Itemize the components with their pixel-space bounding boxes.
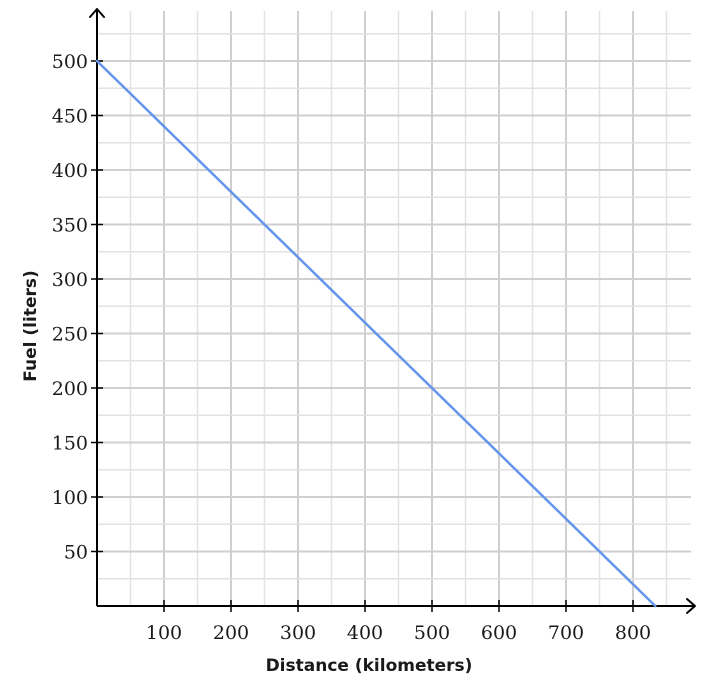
y-axis-title: Fuel (liters) — [21, 270, 41, 382]
series-line — [95, 59, 657, 608]
grid — [97, 11, 691, 606]
y-tick-label: 50 — [64, 542, 88, 564]
x-axis-title: Distance (kilometers) — [266, 656, 473, 676]
y-tick-label: 200 — [52, 378, 88, 400]
series — [95, 59, 657, 608]
x-tick-label: 500 — [414, 622, 450, 644]
x-tick-label: 100 — [146, 622, 182, 644]
axes — [89, 8, 696, 614]
x-tick-label: 700 — [548, 622, 584, 644]
y-tick-label: 300 — [52, 269, 88, 291]
y-tick-label: 450 — [52, 106, 88, 128]
y-tick-label: 500 — [52, 51, 88, 73]
y-axis-arrow — [89, 8, 105, 18]
x-tick-label: 300 — [280, 622, 316, 644]
y-tick-label: 400 — [52, 160, 88, 182]
x-tick-label: 400 — [347, 622, 383, 644]
tick-labels: 100 200 300 400 500 600 700 800 50 100 150 200 250 30… — [52, 51, 651, 644]
y-tick-label: 350 — [52, 215, 88, 237]
x-axis-arrow — [686, 598, 696, 614]
y-tick-label: 100 — [52, 487, 88, 509]
y-tick-label: 250 — [52, 324, 88, 346]
tick-marks — [91, 60, 634, 612]
x-tick-label: 600 — [481, 622, 517, 644]
x-tick-label: 800 — [615, 622, 651, 644]
x-tick-label: 200 — [213, 622, 249, 644]
y-tick-label: 150 — [52, 433, 88, 455]
